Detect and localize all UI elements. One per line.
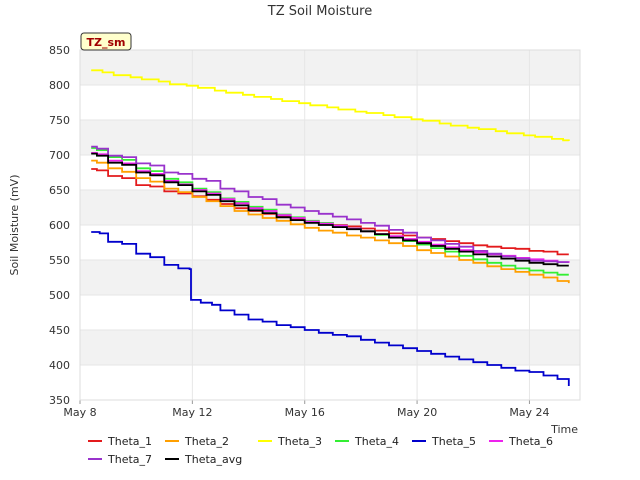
y-tick-label: 550 xyxy=(49,254,70,267)
y-tick-label: 800 xyxy=(49,79,70,92)
series-line-theta-avg xyxy=(91,152,569,267)
x-tick-label: May 20 xyxy=(397,406,437,419)
legend-label-theta-5: Theta_5 xyxy=(431,435,476,448)
series-line-theta-2 xyxy=(91,159,570,284)
legend-label-theta-3: Theta_3 xyxy=(277,435,322,448)
x-tick-label: May 24 xyxy=(509,406,549,419)
y-tick-label: 400 xyxy=(49,359,70,372)
y-tick-labels: 350 400 450 500 550 600 650 700 750 800 850 xyxy=(49,44,70,407)
background-band xyxy=(80,120,580,155)
y-tick-label: 450 xyxy=(49,324,70,337)
legend-label-theta-1: Theta_1 xyxy=(107,435,152,448)
y-tick-label: 750 xyxy=(49,114,70,127)
legend: Theta_1 Theta_2 Theta_3 Theta_4 Theta_5 Theta… xyxy=(88,435,553,466)
series-line-theta-7 xyxy=(91,145,569,263)
legend-label-theta-avg: Theta_avg xyxy=(184,453,242,466)
badge-box xyxy=(80,32,132,51)
series-lines xyxy=(91,69,570,386)
tz-sm-badge: TZ_sm xyxy=(80,32,132,51)
legend-label-theta-2: Theta_2 xyxy=(184,435,229,448)
series-line-theta-3 xyxy=(91,69,570,142)
badge-label: TZ_sm xyxy=(87,36,126,49)
x-tick-label: May 16 xyxy=(285,406,325,419)
plot-frame xyxy=(79,49,581,401)
legend-label-theta-6: Theta_6 xyxy=(508,435,553,448)
x-tick-label: May 8 xyxy=(63,406,96,419)
series-line-theta-5 xyxy=(91,231,570,386)
y-tick-label: 850 xyxy=(49,44,70,57)
y-axis-label: Soil Moisture (mV) xyxy=(8,175,21,276)
background-band xyxy=(80,330,580,365)
legend-label-theta-4: Theta_4 xyxy=(354,435,399,448)
background-band xyxy=(80,190,580,225)
background-bands xyxy=(80,50,580,365)
legend-label-theta-7: Theta_7 xyxy=(107,453,152,466)
y-tick-label: 650 xyxy=(49,184,70,197)
background-band xyxy=(80,50,580,85)
y-tick-label: 600 xyxy=(49,219,70,232)
x-tick-labels: May 8 May 12 May 16 May 20 May 24 xyxy=(63,406,549,419)
chart-title: TZ Soil Moisture xyxy=(267,4,373,19)
y-tick-label: 700 xyxy=(49,149,70,162)
x-axis-label: Time xyxy=(550,423,578,436)
y-tick-label: 350 xyxy=(49,394,70,407)
y-tick-label: 500 xyxy=(49,289,70,302)
x-tick-label: May 12 xyxy=(172,406,212,419)
